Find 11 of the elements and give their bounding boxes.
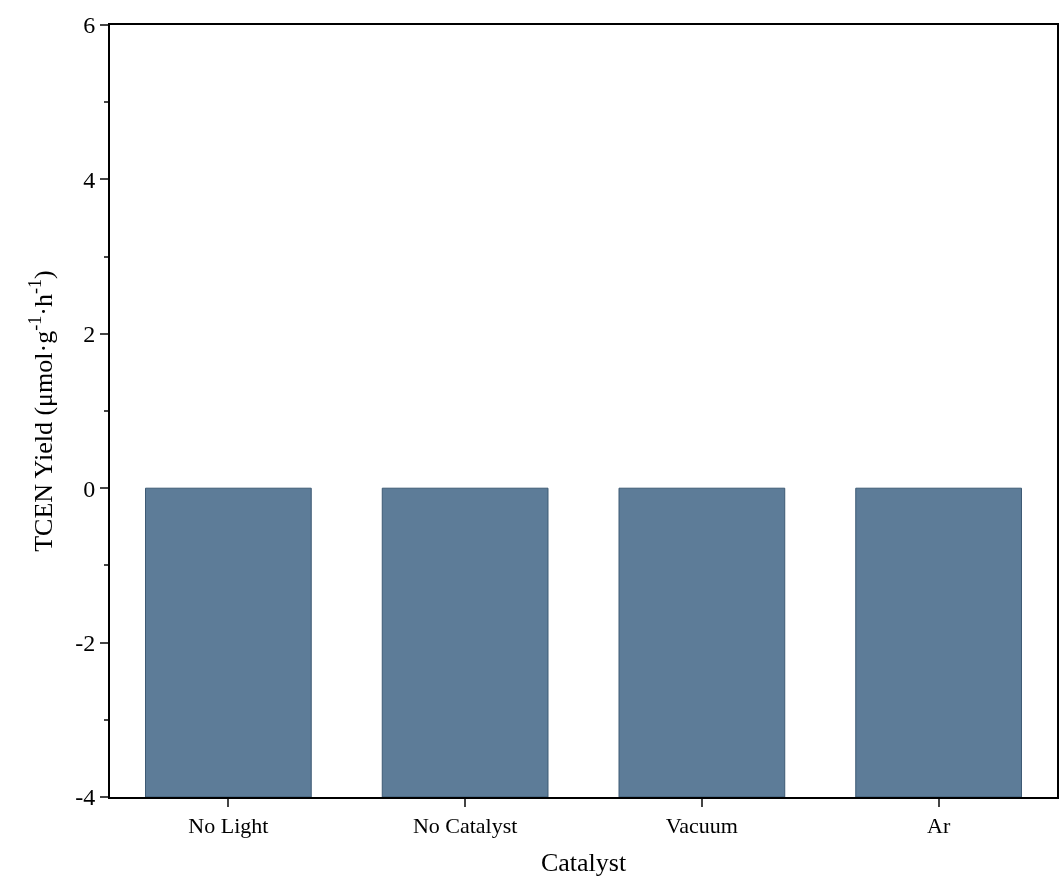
x-tick-label: No Catalyst [412,813,518,839]
y-tick-label: 6 [83,12,96,39]
y-tick-label: 4 [83,166,96,193]
y-tick-label: 2 [83,321,96,348]
y-tick-label: 0 [83,475,96,502]
x-tick-label: Ar [927,813,951,839]
x-axis-title: Catalyst [540,847,627,877]
x-tick-label: Vacuum [665,813,738,839]
x-tick-label: No Light [188,813,269,839]
y-tick-label: -2 [75,630,96,656]
y-tick-label: -4 [75,784,96,811]
